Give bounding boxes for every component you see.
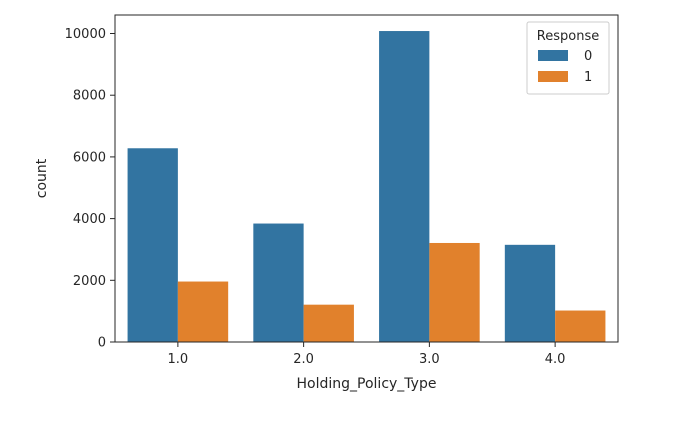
- legend-swatch-0: [538, 50, 568, 61]
- legend-title: Response: [537, 29, 599, 44]
- y-tick-label: 4000: [73, 212, 106, 227]
- y-tick-label: 8000: [73, 89, 106, 104]
- legend-label-0: 0: [584, 49, 592, 64]
- bar-4.0-response-1: [555, 310, 606, 342]
- y-axis-label: count: [34, 158, 50, 198]
- x-axis-ticks: 1.0 2.0 3.0 4.0: [168, 342, 566, 367]
- bar-2.0-response-0: [253, 223, 304, 342]
- bar-1.0-response-0: [127, 148, 178, 342]
- bar-1.0-response-1: [177, 281, 229, 342]
- legend-label-1: 1: [584, 70, 592, 85]
- x-tick-label: 3.0: [419, 352, 440, 367]
- plot-frame: [114, 14, 619, 343]
- bar-3.0-response-0: [379, 31, 430, 343]
- bars-group: [127, 31, 606, 343]
- bar-2.0-response-1: [303, 304, 354, 342]
- legend-swatch-1: [538, 71, 568, 82]
- y-tick-label: 10000: [65, 27, 106, 42]
- bar-3.0-response-1: [429, 242, 480, 342]
- x-tick-label: 2.0: [293, 352, 314, 367]
- y-tick-label: 0: [98, 336, 106, 351]
- x-tick-label: 1.0: [168, 352, 189, 367]
- y-axis-ticks: 0 2000 4000 6000 8000 10000: [65, 27, 115, 351]
- bar-4.0-response-0: [504, 244, 556, 342]
- legend: Response 01: [526, 21, 610, 95]
- legend-items: 01: [538, 49, 592, 85]
- y-tick-label: 6000: [73, 150, 106, 165]
- x-tick-label: 4.0: [545, 352, 566, 367]
- x-axis-label: Holding_Policy_Type: [297, 376, 437, 392]
- y-tick-label: 2000: [73, 274, 106, 289]
